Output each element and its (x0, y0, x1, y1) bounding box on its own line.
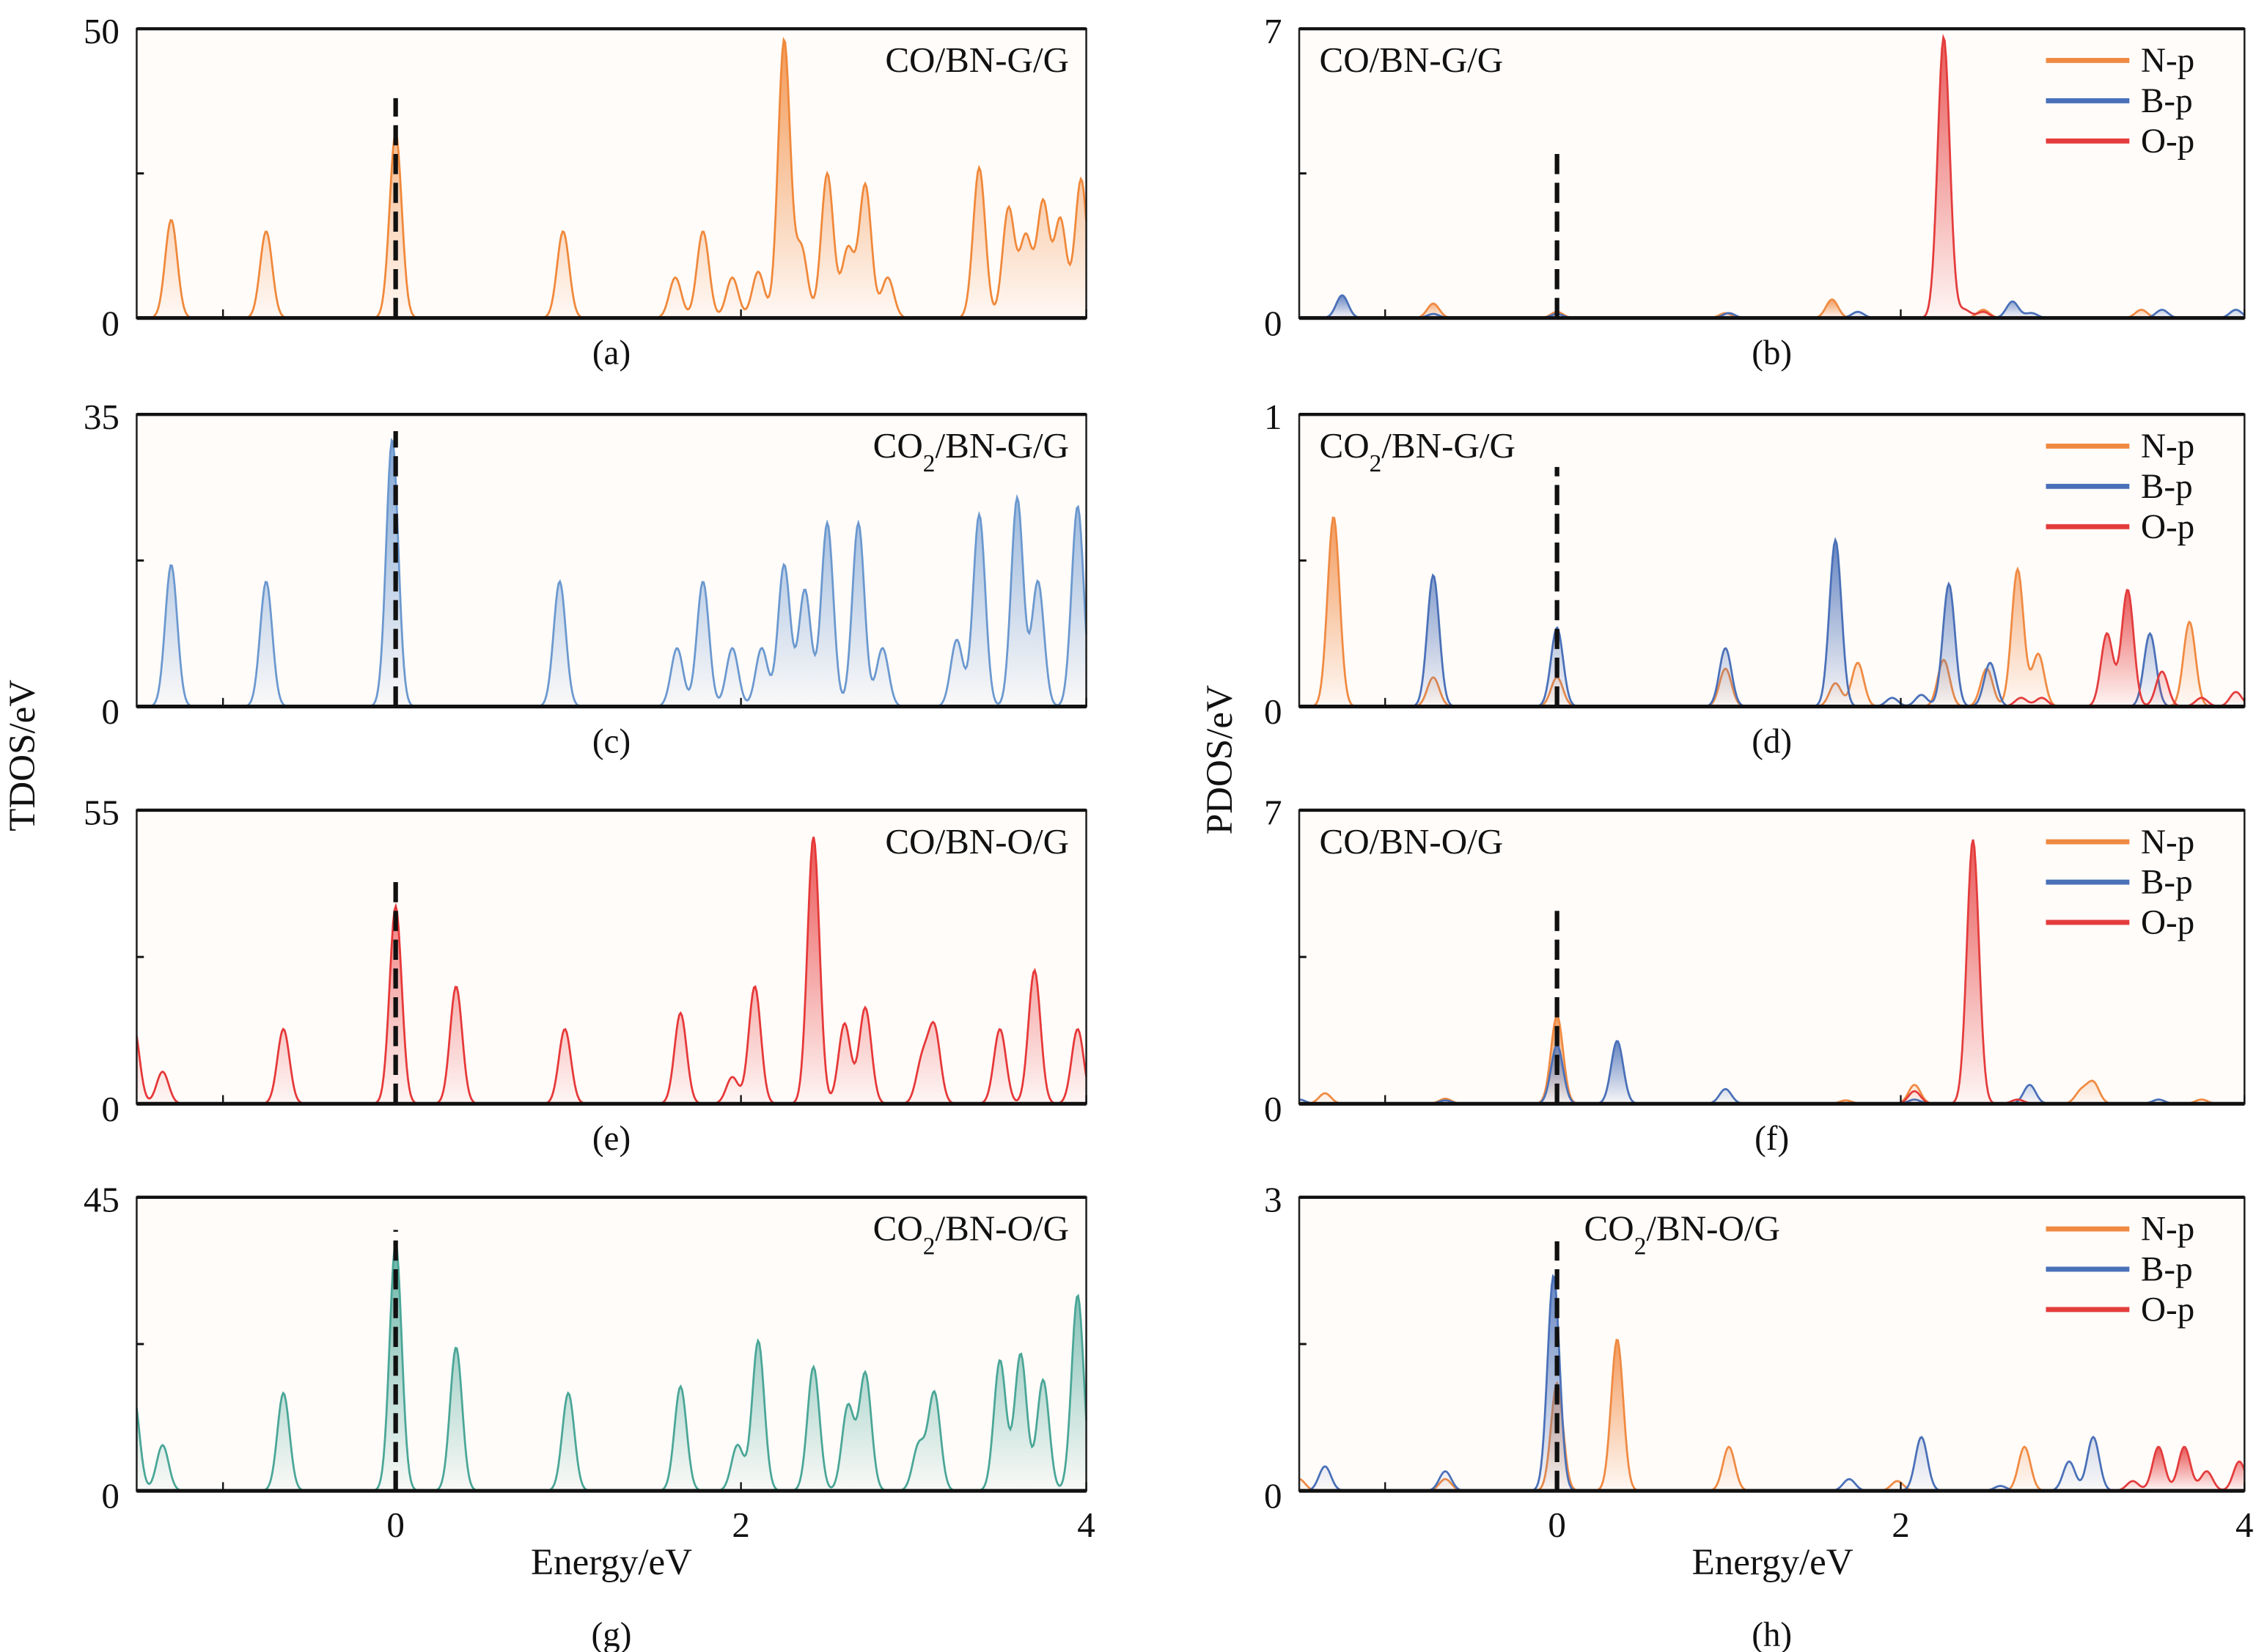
plot-area (1299, 29, 2245, 318)
system-label: CO2/BN-O/G (873, 1208, 1069, 1260)
x-tick-label: 2 (1892, 1505, 1910, 1545)
y-tick-label-max: 45 (84, 1179, 120, 1219)
panel-label: (a) (592, 334, 631, 372)
panel-label: (b) (1752, 334, 1792, 372)
legend-label-b-p: B-p (2141, 1251, 2193, 1289)
y-tick-label-max: 50 (84, 11, 120, 51)
legend-label-o-p: O-p (2141, 904, 2194, 942)
legend-label-b-p: B-p (2141, 864, 2193, 902)
x-tick-label: 4 (2235, 1505, 2254, 1545)
energy-axis-title-right: Energy/eV (1692, 1542, 1853, 1583)
series-fill-tdos (136, 40, 1087, 318)
y-tick-label-min: 0 (1264, 1476, 1282, 1516)
series-fill-tdos (136, 1243, 1087, 1491)
panel-label: (d) (1752, 722, 1792, 760)
legend-label-n-p: N-p (2141, 42, 2194, 80)
panel-e: 0 55 (e) CO/BN-O/G (84, 793, 1087, 1158)
legend-label-n-p: N-p (2141, 427, 2194, 466)
panel-f: 0 7 (f) CO/BN-O/G N-pB-pO-p (1264, 793, 2246, 1158)
y-tick-label-min: 0 (101, 1089, 120, 1129)
legend-label-o-p: O-p (2141, 1291, 2194, 1329)
y-tick-label-min: 0 (1264, 303, 1282, 343)
legend-label-n-p: N-p (2141, 1211, 2194, 1249)
series-fill-o-p (1299, 1447, 2245, 1491)
legend-label-b-p: B-p (2141, 468, 2193, 506)
plot-area (136, 414, 1087, 707)
plot-area (1299, 1197, 2245, 1491)
panel-b: 0 7 (b) CO/BN-G/G N-pB-pO-p (1264, 11, 2246, 372)
plot-area (1299, 414, 2245, 707)
y-tick-label-max: 35 (84, 397, 120, 437)
system-label: CO/BN-O/G (1319, 821, 1503, 862)
series-fill-b-p (1299, 540, 2245, 707)
x-tick-label: 0 (386, 1505, 405, 1545)
panel-label: (c) (592, 722, 631, 760)
panel-label: (g) (592, 1616, 632, 1652)
x-tick-label: 2 (732, 1505, 750, 1545)
y-tick-label-max: 3 (1264, 1179, 1282, 1219)
panel-a: 0 50 (a) CO/BN-G/G (84, 11, 1087, 372)
panel-label: (f) (1755, 1120, 1789, 1158)
panel-label: (h) (1752, 1616, 1792, 1652)
tdos-axis-title: TDOS/eV (2, 680, 43, 831)
legend-label-o-p: O-p (2141, 508, 2194, 546)
x-tick-label: 4 (1077, 1505, 1095, 1545)
y-tick-label-min: 0 (101, 691, 120, 732)
system-label: CO2/BN-O/G (1584, 1208, 1780, 1260)
panel-label: (e) (592, 1120, 631, 1158)
legend-label-n-p: N-p (2141, 823, 2194, 862)
pdos-axis-title: PDOS/eV (1199, 685, 1241, 834)
system-label: CO/BN-G/G (885, 40, 1069, 80)
y-tick-label-min: 0 (101, 303, 120, 343)
energy-axis-title-left: Energy/eV (531, 1542, 692, 1583)
system-label: CO/BN-O/G (885, 821, 1069, 862)
panel-h: 0 3 0 2 4 (h) CO2/BN-O/G N-pB-pO-p (1264, 1179, 2254, 1652)
x-tick-label: 0 (1548, 1505, 1566, 1545)
y-tick-label-min: 0 (1264, 691, 1282, 732)
series-fill-b-p (1299, 295, 2245, 318)
system-label: CO2/BN-G/G (873, 425, 1069, 477)
plot-area (136, 29, 1087, 318)
plot-area (1299, 810, 2245, 1104)
panel-d: 0 1 (d) CO2/BN-G/G N-pB-pO-p (1264, 397, 2246, 760)
y-tick-label-max: 55 (84, 793, 120, 833)
system-label: CO/BN-G/G (1319, 40, 1503, 80)
y-tick-label-min: 0 (101, 1476, 120, 1516)
legend-label-o-p: O-p (2141, 122, 2194, 161)
legend-label-b-p: B-p (2141, 82, 2193, 120)
panel-c: 0 35 (c) CO2/BN-G/G (84, 397, 1087, 760)
y-tick-label-min: 0 (1264, 1089, 1282, 1129)
y-tick-label-max: 7 (1264, 793, 1282, 833)
y-tick-label-max: 1 (1264, 397, 1282, 437)
y-tick-label-max: 7 (1264, 11, 1282, 51)
panel-g: 0 45 0 2 4 (g) CO2/BN-O/G (84, 1179, 1095, 1652)
system-label: CO2/BN-G/G (1319, 425, 1515, 477)
